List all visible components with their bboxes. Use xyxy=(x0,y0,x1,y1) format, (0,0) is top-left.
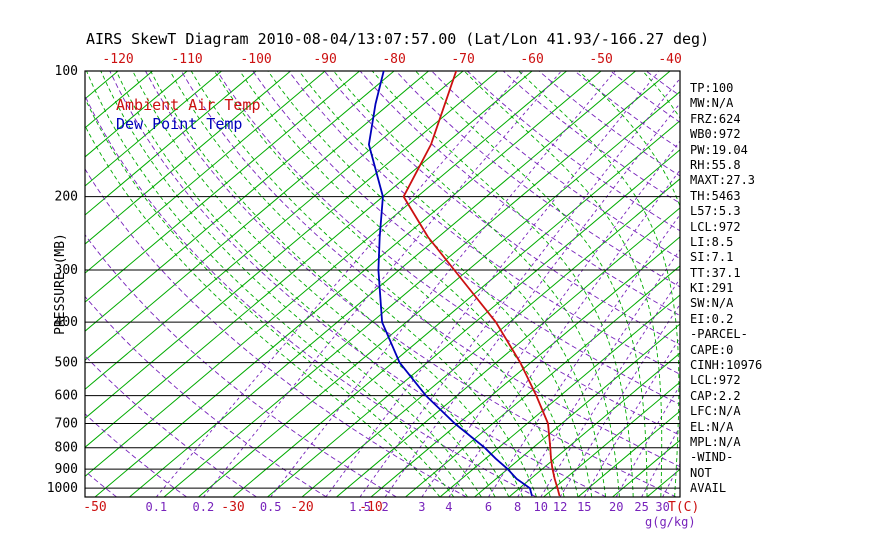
stat-line: MAXT:27.3 xyxy=(690,173,756,188)
stat-line: MPL:N/A xyxy=(690,434,741,449)
mixing-ratio-lines xyxy=(155,71,680,497)
stat-line: TH:5463 xyxy=(690,188,741,203)
tick-label: 20 xyxy=(609,500,623,514)
stat-line: EI:0.2 xyxy=(690,311,734,326)
tick-label: 2 xyxy=(381,500,388,514)
stat-line: TT:37.1 xyxy=(690,265,741,280)
stat-line: LFC:N/A xyxy=(690,404,741,419)
tick-label: -30 xyxy=(221,500,244,515)
tick-label: -80 xyxy=(382,52,405,67)
tick-label: 4 xyxy=(445,500,452,514)
tick-label: 0.5 xyxy=(260,500,282,514)
temperature-unit-label: T(C) xyxy=(668,500,699,515)
tick-label: 0.1 xyxy=(145,500,167,514)
stat-line: SI:7.1 xyxy=(690,250,734,265)
stat-line: CAP:2.2 xyxy=(690,388,741,403)
tick-label: 10 xyxy=(534,500,548,514)
pressure-tick-labels: 100 200 300 400 500 600 700 800 900 1000 xyxy=(47,64,78,496)
tick-label: -90 xyxy=(313,52,336,67)
tick-label: 15 xyxy=(577,500,591,514)
mixing-ratio-tick-labels: 0.1 0.2 0.5 1.5 2 3 4 6 8 10 12 15 20 25 30 xyxy=(145,500,669,514)
axis-unit-labels: T(C)g(g/kg) xyxy=(645,500,699,529)
legend-air-temp-label: Ambient Air Temp xyxy=(116,96,261,114)
stat-line: LCL:972 xyxy=(690,373,741,388)
tick-label: 12 xyxy=(553,500,567,514)
dewpoint-curve xyxy=(367,71,533,497)
tick-label: 700 xyxy=(55,417,78,432)
plot-frame xyxy=(84,70,681,498)
tick-label: 6 xyxy=(485,500,492,514)
stat-line: WB0:972 xyxy=(690,127,741,142)
legend-dew-point-label: Dew Point Temp xyxy=(116,115,243,133)
dry-adiabat-lines xyxy=(85,71,680,497)
tick-label: -100 xyxy=(240,52,271,67)
tick-label: 1000 xyxy=(47,481,78,496)
stat-line: MW:N/A xyxy=(690,96,734,111)
tick-label: -120 xyxy=(102,52,133,67)
tick-label: 8 xyxy=(514,500,521,514)
temperature-curve xyxy=(402,71,561,497)
tick-label: 600 xyxy=(55,389,78,404)
pressure-axis-label: PRESSURE (MB) xyxy=(53,233,68,335)
stat-line: L57:5.3 xyxy=(690,204,741,219)
stat-line: PW:19.04 xyxy=(690,142,748,157)
stat-line: SW:N/A xyxy=(690,296,734,311)
bottom-temperature-ticks: -50 -30 -20 -10 xyxy=(83,500,382,515)
stat-line: TP:100 xyxy=(690,81,734,95)
tick-label: -70 xyxy=(451,52,474,67)
stat-line: FRZ:624 xyxy=(690,111,741,126)
tick-label: 3 xyxy=(418,500,425,514)
stat-line: CINH:10976 xyxy=(690,358,763,373)
tick-label: 25 xyxy=(634,500,648,514)
stat-line: KI:291 xyxy=(690,281,734,296)
tick-label: 400 xyxy=(55,315,78,330)
chart-title: AIRS SkewT Diagram 2010-08-04/13:07:57.0… xyxy=(86,30,710,48)
tick-label: 300 xyxy=(55,263,78,278)
mixing-ratio-unit-label: g(g/kg) xyxy=(645,515,696,529)
tick-label: 800 xyxy=(55,441,78,456)
tick-label: 200 xyxy=(55,190,78,205)
stat-line: EL:N/A xyxy=(690,419,734,434)
stats-panel: TP:100 MW:N/A FRZ:624 WB0:972 PW:19.04 RH:55.… xyxy=(690,81,762,497)
tick-label: -110 xyxy=(171,52,202,67)
tick-label: 500 xyxy=(55,356,78,371)
stat-line: LCL:972 xyxy=(690,219,741,234)
stat-line: RH:55.8 xyxy=(690,157,741,172)
tick-label: 0.2 xyxy=(193,500,215,514)
moist-adiabat-lines xyxy=(85,71,680,497)
tick-label: 100 xyxy=(55,64,78,79)
tick-label: -10 xyxy=(359,500,382,515)
stat-line: AVAIL xyxy=(690,481,727,496)
pressure-grid xyxy=(85,70,680,489)
tick-label: 900 xyxy=(55,462,78,477)
tick-label: -50 xyxy=(83,500,106,515)
stat-line: -WIND- xyxy=(690,450,734,465)
tick-label: 30 xyxy=(655,500,669,514)
top-temperature-ticks: -120 -110 -100 -90 -80 -70 -60 -50 -40 xyxy=(102,52,681,67)
stat-line: CAPE:0 xyxy=(690,342,734,357)
tick-label: -20 xyxy=(290,500,313,515)
tick-label: -60 xyxy=(520,52,543,67)
tick-label: -50 xyxy=(589,52,612,67)
tick-label: 1.5 xyxy=(349,500,371,514)
stat-line: NOT xyxy=(690,465,712,480)
tick-label: -40 xyxy=(658,52,681,67)
stat-line: -PARCEL- xyxy=(690,327,748,342)
stat-line: LI:8.5 xyxy=(690,234,734,249)
